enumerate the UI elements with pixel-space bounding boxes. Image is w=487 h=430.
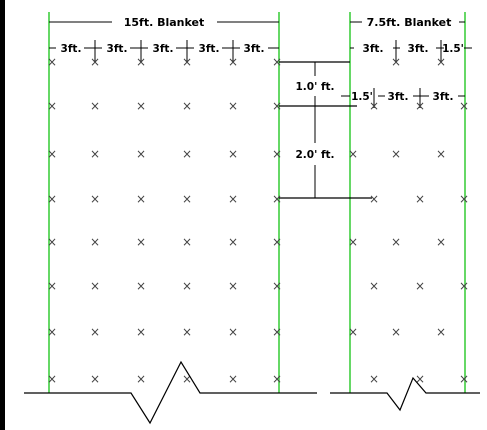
spacing-label: 3ft. (199, 43, 220, 55)
staple-marker: × (90, 55, 100, 69)
spacing-label: 3ft. (433, 91, 454, 103)
staple-marker: × (182, 235, 192, 249)
offset-dimension: 1.0' ft. 2.0' ft. (279, 61, 372, 199)
right-blanket-offset-spacing-row: 1.5' 3ft. 3ft. (341, 88, 465, 108)
spacing-label: 3ft. (61, 43, 82, 55)
spacing-label: 3ft. (244, 43, 265, 55)
staple-marker: × (90, 99, 100, 113)
staple-marker: × (182, 325, 192, 339)
staple-marker: × (459, 279, 469, 293)
staple-marker: × (436, 235, 446, 249)
staple-marker: × (369, 279, 379, 293)
staple-marker: × (136, 99, 146, 113)
staple-marker: × (348, 325, 358, 339)
staple-marker: × (47, 99, 57, 113)
staple-marker: × (47, 192, 57, 206)
staple-marker: × (136, 279, 146, 293)
staple-marker: × (391, 55, 401, 69)
staple-marker: × (136, 325, 146, 339)
staple-marker: × (182, 192, 192, 206)
break-line-left (24, 360, 317, 425)
staple-marker: × (272, 325, 282, 339)
staple-marker: × (348, 147, 358, 161)
staple-marker: × (228, 235, 238, 249)
staple-marker: × (228, 99, 238, 113)
staple-marker: × (228, 372, 238, 386)
staple-marker: × (459, 192, 469, 206)
staple-marker: × (369, 192, 379, 206)
spacing-label: 3ft. (363, 43, 384, 55)
staple-marker: × (272, 372, 282, 386)
staple-marker: × (228, 325, 238, 339)
right-blanket-width-dimension: 7.5ft. Blanket (350, 16, 465, 29)
staple-marker: × (182, 147, 192, 161)
staple-marker: × (272, 55, 282, 69)
staple-marker: × (136, 192, 146, 206)
staple-marker: × (272, 99, 282, 113)
staple-marker: × (90, 192, 100, 206)
staple-marker: × (272, 279, 282, 293)
offset-label-2: 2.0' ft. (295, 149, 334, 161)
staple-marker: × (136, 372, 146, 386)
staple-marker: × (415, 192, 425, 206)
spacing-label: 3ft. (408, 43, 429, 55)
spacing-label: 1.5' (442, 43, 464, 55)
spacing-label: 3ft. (388, 91, 409, 103)
spacing-label: 3ft. (107, 43, 128, 55)
staple-marker: × (391, 147, 401, 161)
staple-marker: × (47, 147, 57, 161)
staple-marker: × (228, 147, 238, 161)
staple-marker: × (90, 279, 100, 293)
staple-marker: × (415, 372, 425, 386)
staple-marker: × (47, 235, 57, 249)
staple-marker: × (272, 147, 282, 161)
staple-marker: × (136, 235, 146, 249)
staple-marker: × (90, 325, 100, 339)
spacing-label: 1.5' (351, 91, 373, 103)
staple-marker: × (228, 55, 238, 69)
staple-marker: × (436, 55, 446, 69)
staple-marker: × (182, 99, 192, 113)
staple-marker: × (136, 55, 146, 69)
break-lines (24, 360, 480, 425)
staple-marker: × (90, 147, 100, 161)
staple-marker: × (391, 325, 401, 339)
staple-marker: × (436, 147, 446, 161)
staple-marker: × (391, 235, 401, 249)
staple-marker: × (369, 99, 379, 113)
staple-marker: × (182, 372, 192, 386)
left-blanket-title: 15ft. Blanket (124, 16, 205, 29)
staple-marker: × (182, 55, 192, 69)
left-blanket-width-dimension: 15ft. Blanket (49, 16, 279, 29)
right-blanket-spacing-row: 3ft. 3ft. 1.5' (350, 40, 472, 62)
staple-marker: × (459, 99, 469, 113)
staple-marker: × (415, 99, 425, 113)
staple-marker: × (415, 279, 425, 293)
staple-markers: × × × × × × × × × × × × × × × × × × × × × × × × × × × × × × × × × × × × × × × ×… (47, 55, 469, 386)
right-blanket-title: 7.5ft. Blanket (367, 16, 452, 29)
staple-marker: × (369, 372, 379, 386)
staple-marker: × (228, 279, 238, 293)
staple-marker: × (228, 192, 238, 206)
left-border (0, 0, 5, 430)
spacing-label: 3ft. (153, 43, 174, 55)
staple-marker: × (348, 235, 358, 249)
staple-marker: × (47, 55, 57, 69)
staple-marker: × (47, 325, 57, 339)
break-line-right (330, 376, 480, 412)
staple-marker: × (90, 372, 100, 386)
staple-marker: × (272, 235, 282, 249)
staple-marker: × (459, 372, 469, 386)
staple-marker: × (272, 192, 282, 206)
staple-marker: × (90, 235, 100, 249)
staple-marker: × (436, 325, 446, 339)
staple-marker: × (47, 372, 57, 386)
offset-label-1: 1.0' ft. (295, 81, 334, 93)
seam-lines (48, 12, 466, 393)
staple-marker: × (47, 279, 57, 293)
staple-marker: × (182, 279, 192, 293)
staple-marker: × (136, 147, 146, 161)
left-blanket-spacing-row: 3ft. 3ft. 3ft. 3ft. 3ft. (49, 40, 279, 62)
